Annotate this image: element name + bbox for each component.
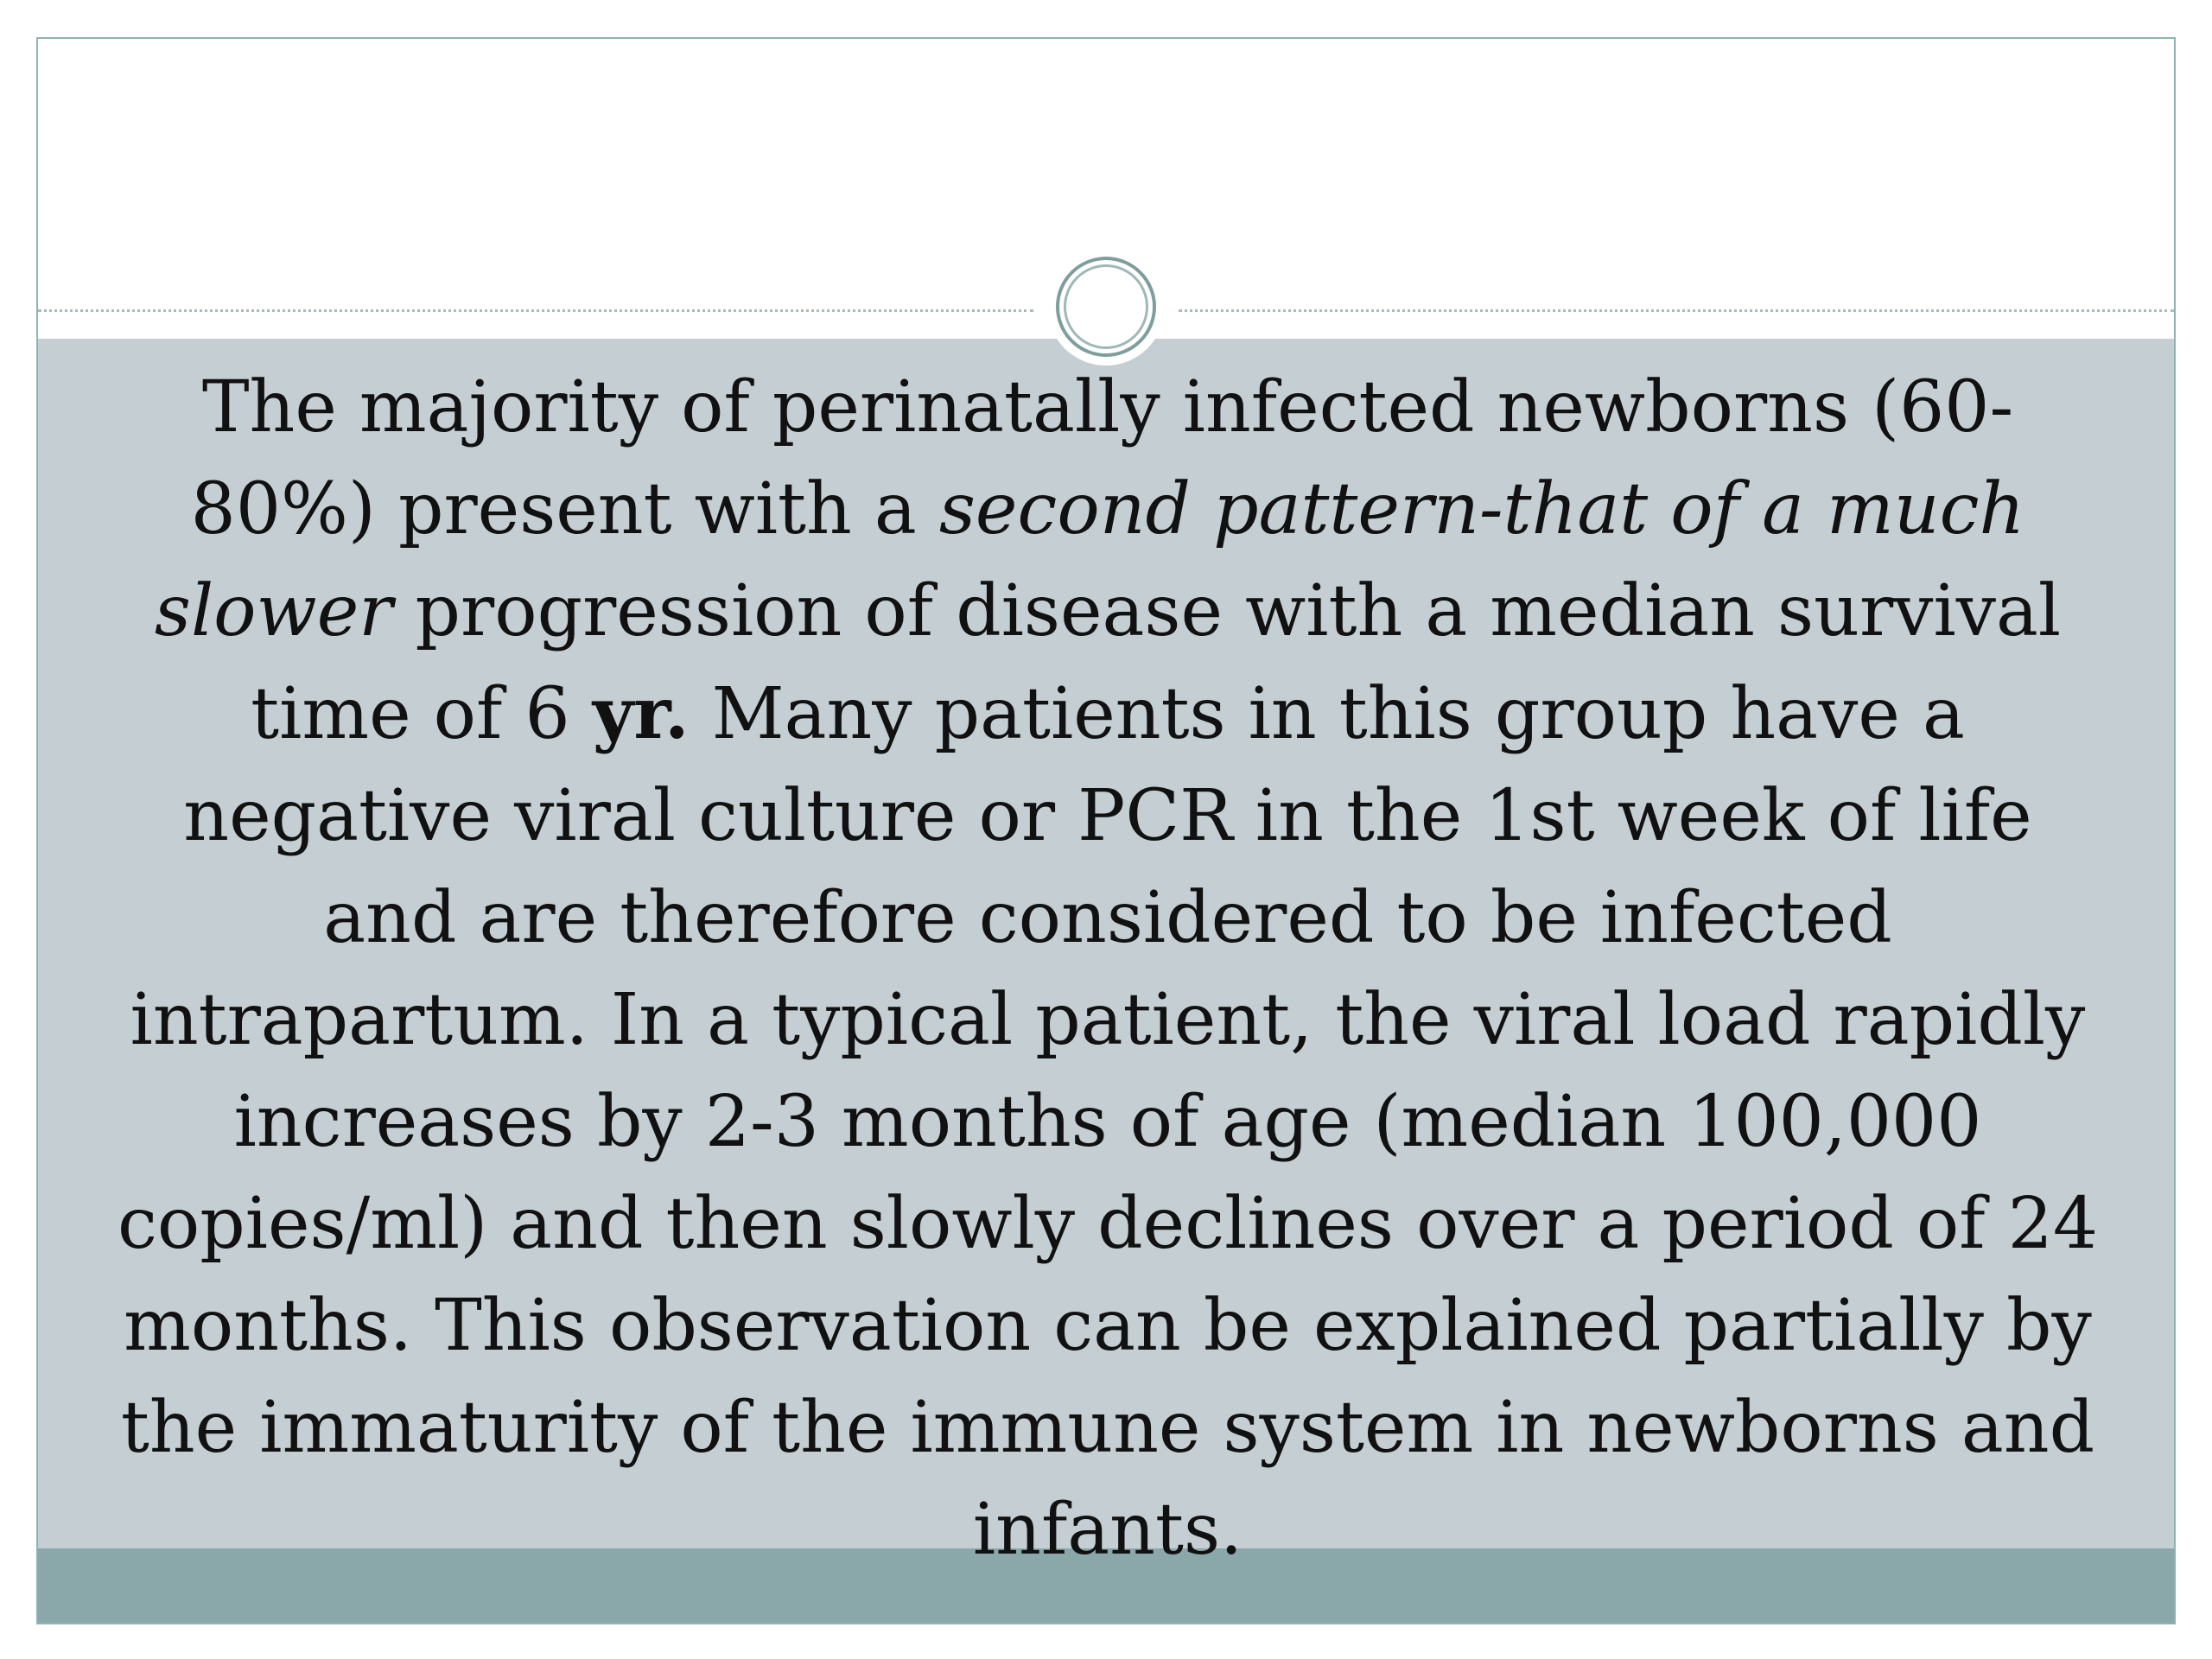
body-text-part1: The majority of perinatally infected new…	[190, 366, 2014, 550]
body-text-part3: progression of disease with a median sur…	[251, 570, 2062, 755]
body-panel	[38, 339, 2174, 1548]
divider-left	[38, 309, 1033, 312]
footer-bar	[38, 1548, 2174, 1623]
slide: The majority of perinatally infected new…	[36, 37, 2176, 1624]
body-text-bold: yr.	[592, 672, 690, 755]
body-text-part5: Many patients in this group have a negat…	[118, 673, 2098, 1571]
body-text-italic: second pattern-that of a much slower	[154, 468, 2025, 652]
circle-ornament-icon	[1047, 248, 1165, 365]
body-text: The majority of perinatally infected new…	[114, 357, 2101, 1581]
divider-right	[1179, 309, 2174, 312]
